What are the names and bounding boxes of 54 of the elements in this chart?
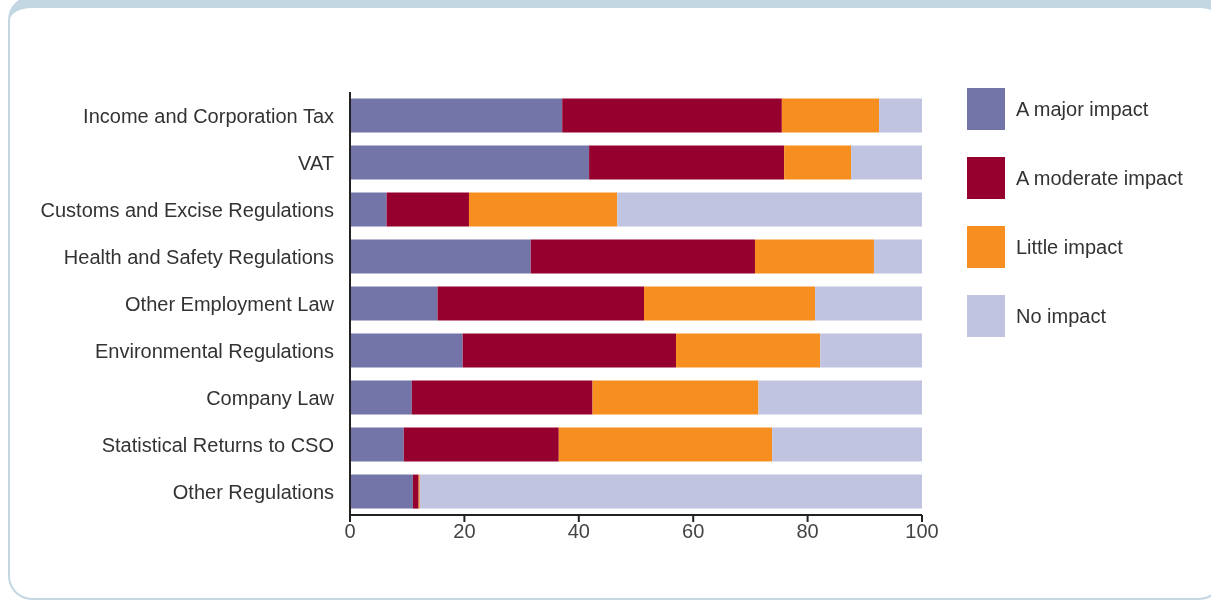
bar [403,427,559,462]
y-tick-label: Other Employment Law [125,292,335,315]
bar [468,192,618,227]
bar [462,333,677,368]
bar [350,192,387,227]
bar [758,380,922,415]
bar [350,145,590,180]
bar [411,380,593,415]
x-tick-label: 0 [344,520,356,543]
bar [412,474,419,509]
bar [350,333,463,368]
bar [350,239,531,274]
bar [558,427,773,462]
bar [784,145,852,180]
bar [350,427,404,462]
y-tick-label: Environmental Regulations [94,339,334,362]
y-tick-label: Customs and Excise Regulations [40,198,334,221]
bar [820,333,922,368]
y-tick-label: Statistical Returns to CSO [101,433,334,456]
bar [592,380,759,415]
bar [386,192,469,227]
legend-label: A moderate impact [1016,166,1183,190]
bar [781,98,880,133]
bar [437,286,645,321]
bar [589,145,785,180]
x-tick-label: 40 [567,520,590,543]
bar [873,239,922,274]
bar [879,98,922,133]
bar [419,474,922,509]
bar [772,427,922,462]
bar [851,145,922,180]
bar [644,286,816,321]
y-tick-label: VAT [298,151,334,174]
x-tick-label: 80 [796,520,819,543]
x-tick-label: 100 [905,520,939,543]
bar [617,192,922,227]
y-tick-label: Income and Corporation Tax [83,104,334,127]
bar [754,239,874,274]
bar [350,98,563,133]
legend-label: Little impact [1016,235,1123,259]
bar [350,286,438,321]
legend-label: No impact [1016,304,1107,328]
legend-label: A major impact [1016,97,1149,121]
bar [530,239,755,274]
y-tick-label: Company Law [206,386,335,409]
bar [350,380,412,415]
y-tick-label: Other Regulations [172,480,334,503]
bar [350,474,413,509]
y-tick-label: Health and Safety Regulations [63,245,334,268]
bar [676,333,821,368]
bar [815,286,922,321]
x-tick-label: 60 [682,520,705,543]
bar [562,98,782,133]
x-tick-label: 20 [453,520,476,543]
